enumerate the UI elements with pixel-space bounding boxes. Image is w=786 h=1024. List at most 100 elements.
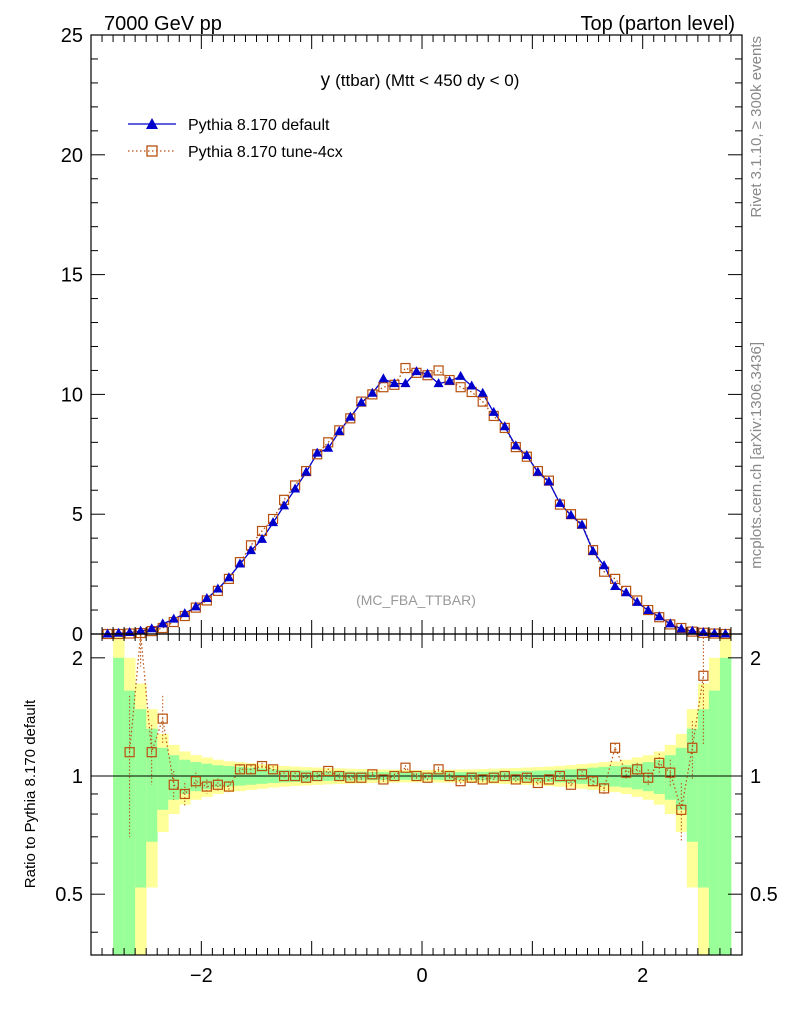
data-point-default <box>720 628 731 638</box>
data-point-tune <box>378 382 389 393</box>
legend-label-default: Pythia 8.170 default <box>188 117 330 134</box>
ratio-band-inner <box>697 709 710 888</box>
ratio-point-tune <box>245 764 257 775</box>
data-point-tune <box>477 396 488 407</box>
data-point-default <box>422 368 433 378</box>
data-point-default <box>234 558 245 568</box>
data-point-default <box>367 387 378 397</box>
analysis-annotation: (MC_FBA_TTBAR) <box>356 592 476 608</box>
data-point-default <box>223 572 234 582</box>
data-point-default <box>201 593 212 603</box>
data-point-default <box>102 628 113 638</box>
data-point-default <box>279 500 290 510</box>
ratio-point-tune <box>179 788 190 800</box>
ratio-band-inner <box>146 728 158 842</box>
plot-title-main: y <box>321 70 331 91</box>
ratio-y-tick-label-left: 1 <box>72 766 83 788</box>
ratio-point-tune <box>499 770 510 782</box>
data-point-default <box>477 387 488 397</box>
ratio-y-tick-label-left: 2 <box>72 648 83 670</box>
ratio-band-inner <box>708 690 721 955</box>
data-point-default <box>665 618 676 628</box>
data-point-default <box>433 378 444 388</box>
ratio-point-tune <box>543 774 555 785</box>
header-left: 7000 GeV pp <box>104 13 222 35</box>
ratio-point-tune <box>312 770 323 782</box>
ratio-point-tune <box>521 772 532 783</box>
ratio-point-tune <box>687 742 698 753</box>
ratio-band-inner <box>168 755 180 800</box>
ratio-point-tune <box>190 776 201 787</box>
x-tick-label: −2 <box>190 965 213 987</box>
data-point-default <box>610 581 621 591</box>
data-point-tune <box>433 365 444 376</box>
plot-title-rest: (ttbar) (Mtt < 450 dy < 0) <box>335 71 519 90</box>
ratio-point-tune <box>345 772 356 783</box>
ratio-band-inner <box>719 657 732 955</box>
ratio-point-tune <box>510 774 521 785</box>
data-point-default <box>257 533 268 543</box>
ratio-point-tune <box>278 770 290 782</box>
ratio-ylabel: Ratio to Pythia 8.170 default <box>22 699 39 888</box>
data-point-default <box>687 625 698 635</box>
main-y-tick-label: 25 <box>61 25 83 47</box>
data-point-default <box>632 596 643 606</box>
ratio-point-tune <box>466 772 477 783</box>
data-point-default <box>356 397 367 407</box>
data-point-tune <box>400 362 411 374</box>
rivet-label: Rivet 3.1.10, ≥ 300k events <box>748 36 765 218</box>
data-point-default <box>554 497 565 507</box>
ratio-point-tune <box>234 764 246 775</box>
ratio-point-tune <box>334 770 345 782</box>
ratio-point-tune <box>400 762 411 773</box>
plot-frames <box>90 34 743 956</box>
data-point-default <box>323 442 334 452</box>
ratio-point-tune <box>290 770 301 782</box>
ratio-band-inner <box>686 728 699 842</box>
data-point-default <box>499 421 510 431</box>
ratio-point-tune <box>654 757 665 768</box>
data-point-default <box>400 378 411 388</box>
ratio-point-tune <box>455 776 466 787</box>
data-point-tune <box>455 382 466 393</box>
x-tick-label: 2 <box>637 965 648 987</box>
data-point-default <box>510 440 521 450</box>
data-point-default <box>588 545 599 555</box>
ratio-point-tune <box>124 747 135 758</box>
ratio-point-tune <box>168 779 179 790</box>
ratio-point-tune <box>488 772 499 783</box>
ratio-band-inner <box>179 759 191 794</box>
data-point-default <box>301 466 312 476</box>
data-point-default <box>168 613 179 623</box>
ratio-point-tune <box>676 804 687 815</box>
main-plot-series <box>102 362 731 640</box>
data-point-default <box>444 375 455 385</box>
ratio-point-tune <box>223 781 235 792</box>
data-point-default <box>411 366 422 376</box>
ratio-point-tune <box>212 779 223 790</box>
data-point-default <box>599 560 610 570</box>
ratio-point-tune <box>411 770 422 782</box>
ratio-point-tune <box>610 742 621 753</box>
ratio-band-inner <box>675 747 688 810</box>
ratio-point-tune <box>587 776 599 787</box>
ratio-point-tune <box>632 764 643 775</box>
ratio-point-tune <box>698 670 709 681</box>
ratio-point-tune <box>554 770 566 782</box>
ratio-point-tune <box>433 764 444 775</box>
ratio-point-tune <box>643 772 654 783</box>
data-point-default <box>146 623 157 633</box>
ratio-plot-frame <box>90 633 743 956</box>
data-point-default <box>389 378 400 388</box>
data-point-default <box>135 625 146 635</box>
data-point-default <box>455 370 466 380</box>
ratio-point-tune <box>621 767 632 778</box>
data-point-default <box>268 517 279 527</box>
ratio-point-tune <box>157 713 168 724</box>
ratio-point-tune <box>532 777 543 789</box>
data-point-default <box>378 373 389 383</box>
ratio-y-tick-label-right: 0.5 <box>750 884 778 906</box>
data-point-default <box>179 608 190 618</box>
ratio-band-inner <box>113 657 125 955</box>
